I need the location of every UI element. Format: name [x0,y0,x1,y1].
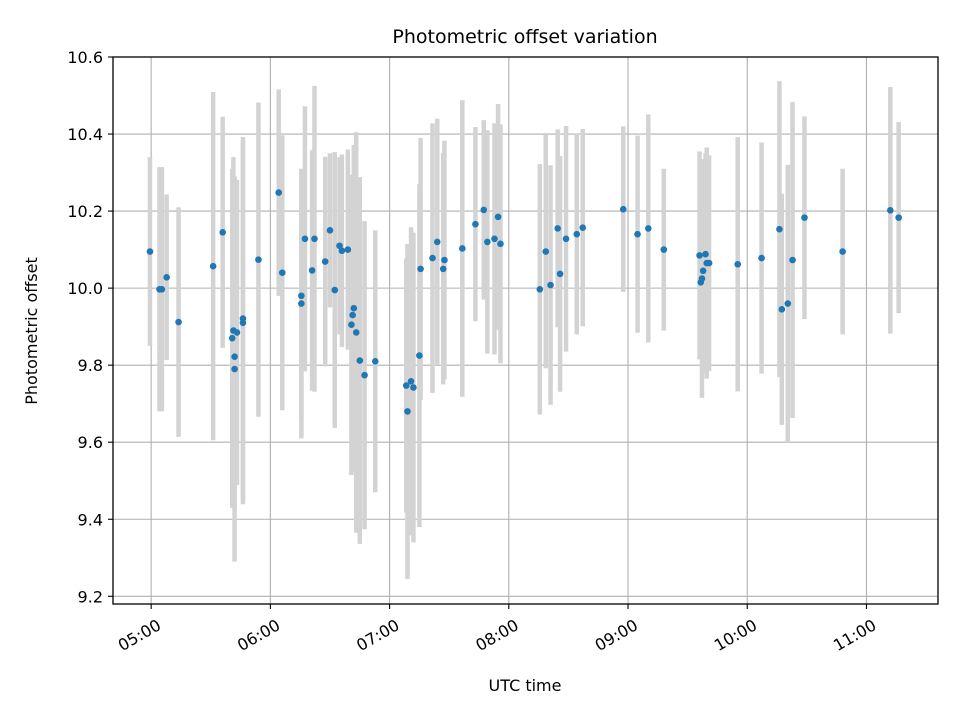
data-point [429,254,436,262]
data-point [416,352,423,359]
data-point [778,306,786,313]
data-point [417,265,424,273]
data-point [338,247,346,255]
data-point [734,260,742,268]
data-point [536,285,544,293]
data-point [219,228,226,236]
data-point [356,357,364,364]
data-point [839,248,846,255]
data-point [542,248,550,255]
data-point [699,267,707,275]
data-point [209,262,217,270]
data-point [644,225,652,232]
data-point [326,227,334,234]
data-point [278,269,286,277]
data-point [298,300,305,307]
data-point [484,238,491,246]
data-point [350,304,358,312]
grid-lines [113,56,938,604]
data-point [480,206,488,214]
data-point [497,240,504,248]
data-point [361,371,368,379]
y-tick-label: 9.8 [78,356,103,375]
data-point [660,246,668,253]
data-point [410,384,417,391]
data-point [311,235,318,243]
data-point [404,408,411,415]
plot-area [113,57,938,604]
data-point [402,382,410,389]
data-point [895,214,902,221]
data-point [556,270,564,278]
y-tick-label: 9.4 [78,510,103,529]
data-point [459,245,466,252]
data-point [634,230,641,238]
data-point [784,300,792,307]
data-point [562,235,570,243]
data-point [233,329,241,336]
data-point [433,238,441,246]
data-point [239,319,247,327]
data-point [231,353,238,360]
data-point [163,274,170,281]
data-point [758,254,765,262]
data-point [619,205,627,213]
y-tick-label: 10.0 [67,279,103,298]
y-tick-label: 10.2 [67,202,103,221]
x-axis-label: UTC time [489,676,562,695]
data-point [301,235,309,243]
data-point [554,225,561,232]
data-point [441,256,448,264]
data-point [331,286,339,294]
data-point [175,318,182,326]
y-axis-ticks: 9.2 9.4 9.6 9.8 10.0 10.2 10.4 10.6 [67,48,113,606]
data-point [298,292,305,300]
data-points [146,189,902,415]
y-axis-label: Photometric offset [22,257,41,405]
data-point [547,281,554,289]
data-point [887,207,894,214]
plot-frame [112,56,939,605]
data-point [698,275,706,282]
data-point [321,258,329,265]
y-tick-label: 10.6 [67,48,103,67]
data-point [158,285,166,293]
data-point [696,252,703,259]
data-point [472,220,479,228]
data-point [231,365,238,373]
data-point [308,267,316,274]
data-point [371,358,379,365]
data-point [407,378,415,385]
chart-title: Photometric offset variation [392,26,657,48]
y-tick-label: 10.4 [67,125,103,144]
data-point [146,248,154,255]
data-point [705,259,713,267]
data-point [228,334,236,342]
data-point [275,189,283,196]
data-point [702,250,709,258]
data-point [776,225,783,233]
data-point [573,230,581,238]
data-point [801,214,808,221]
data-point [491,235,498,243]
data-point [494,213,502,221]
y-tick-label: 9.2 [78,587,103,606]
data-point [255,256,262,263]
data-point [789,256,796,264]
y-tick-label: 9.6 [78,433,103,452]
data-point [344,246,352,253]
data-point [352,329,360,336]
data-point [349,311,356,319]
data-point [348,321,355,329]
data-point [336,242,343,250]
data-point [579,224,587,231]
data-point [439,265,447,273]
